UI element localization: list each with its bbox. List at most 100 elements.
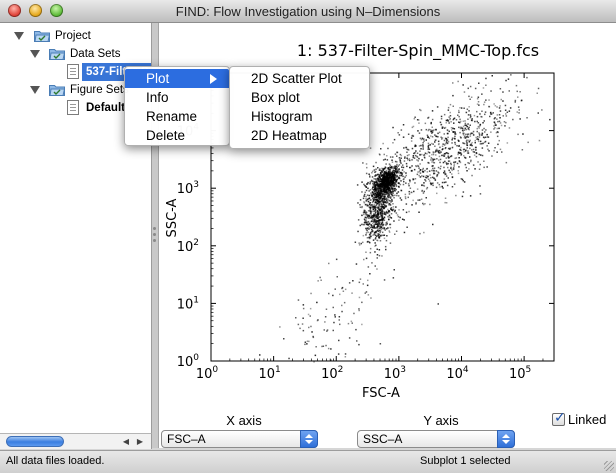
scatter-point [382,183,385,185]
scatter-point [387,199,390,201]
scatter-point [384,195,386,198]
scatter-point [468,128,470,131]
scatter-point [378,175,381,177]
scatter-point [457,153,459,156]
panel-splitter[interactable] [152,23,159,448]
scatter-point [464,150,467,152]
y-axis-select[interactable]: SSC–A [357,430,515,448]
plot-frame [210,72,555,362]
scatter-point [490,113,492,115]
scatter-point [471,118,473,120]
disclosure-triangle-icon[interactable] [30,86,40,94]
scatter-point [381,205,383,207]
disclosure-triangle-icon[interactable] [30,50,40,58]
scatter-point [397,171,399,173]
scatter-point [464,137,467,139]
close-window-button[interactable] [8,4,21,17]
scatter-point [458,144,460,147]
menu-item-plot[interactable]: Plot [125,69,229,88]
scatter-point [379,225,381,227]
scatter-point [393,172,396,174]
menu-item-rename[interactable]: Rename [125,107,229,126]
tree-item-figure-sets[interactable]: Figure Sets [0,81,151,99]
scatter-point [486,145,488,147]
tree-item-default-figure[interactable]: Default [0,99,151,117]
scatter-point [383,177,385,179]
scatter-point [373,169,376,171]
points-layer [259,74,551,363]
x-axis-select[interactable]: FSC–A [161,430,318,448]
scatter-point [370,216,373,218]
scatter-point [450,167,452,170]
resize-grip-icon[interactable] [604,461,614,471]
scatter-point [422,142,424,144]
scatter-point [507,78,510,80]
scatter-point [384,191,386,194]
tree-horizontal-scrollbar[interactable]: ◀ ▶ [0,433,152,449]
scatter-point [388,186,390,189]
minimize-window-button[interactable] [29,4,42,17]
scrollbar-thumb[interactable] [6,436,64,447]
scatter-point [448,121,450,124]
scatter-point [375,235,378,237]
scatter-point [451,173,453,175]
scatter-point [372,219,375,221]
scatter-point [376,239,378,241]
scatter-point [521,99,523,102]
disclosure-triangle-icon[interactable] [14,32,24,40]
menu-item-2d-heatmap[interactable]: 2D Heatmap [230,126,369,145]
zoom-window-button[interactable] [50,4,63,17]
scatter-point [373,206,375,209]
scatter-point [367,200,370,203]
scatter-point [338,319,340,321]
scatter-point [408,193,411,195]
scatter-point [383,178,385,180]
scatter-point [366,198,368,201]
scatter-point [466,144,468,146]
scatter-point [288,357,290,360]
scatter-point [379,221,382,224]
scroll-left-arrow-icon[interactable]: ◀ [122,437,130,446]
scatter-point [473,114,476,117]
scatter-point [402,209,405,211]
menu-item-delete[interactable]: Delete [125,126,229,145]
scatter-point [411,159,413,161]
menu-item-info[interactable]: Info [125,88,229,107]
scatter-point [390,217,392,219]
scroll-right-arrow-icon[interactable]: ▶ [136,437,144,446]
scatter-point [446,142,449,145]
menu-item-histogram[interactable]: Histogram [230,107,369,126]
scatter-point [432,143,434,145]
scatter-point [377,180,380,183]
scatter-point [491,155,493,157]
scatter-point [380,190,382,193]
scatter-point [407,159,409,161]
scatter-point [485,129,487,131]
scatter-point [489,115,491,118]
scatter-point [432,158,434,160]
scatter-point [376,187,378,190]
scatter-point [479,123,482,126]
scatter-point [385,239,388,242]
scatter-point [391,182,393,184]
scatter-point [381,174,383,177]
scatter-point [366,183,368,185]
scatter-point [372,182,374,185]
menu-item-box-plot[interactable]: Box plot [230,88,369,107]
scatter-point [381,216,384,218]
scatter-point [468,106,470,108]
tree-item-data-sets[interactable]: Data Sets [0,45,151,63]
scatter-point [337,353,340,355]
scatter-point [420,129,423,131]
menu-item-2d-scatter-plot[interactable]: 2D Scatter Plot [230,69,369,88]
scatter-point [431,161,433,163]
scatter-point [494,105,497,107]
scatter-point [463,132,465,135]
scatter-point [395,165,397,167]
title-bar: FIND: Flow Investigation using N–Dimensi… [0,0,616,23]
scatter-point [377,190,380,192]
tree-item-project[interactable]: Project [0,27,151,45]
linked-checkbox[interactable]: ✓ [552,409,566,426]
scatter-point [367,227,369,229]
scatter-point [411,204,413,206]
